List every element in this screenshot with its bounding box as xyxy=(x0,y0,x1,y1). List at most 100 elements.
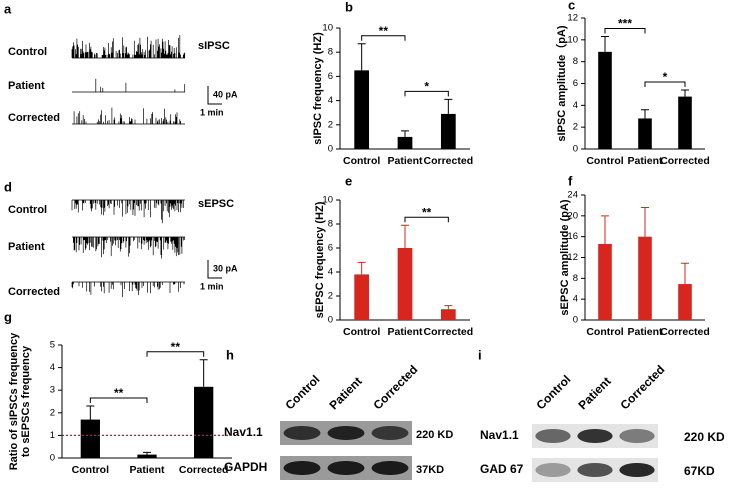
bar xyxy=(678,96,692,149)
trace-title: sEPSC xyxy=(198,198,234,210)
bar xyxy=(354,274,370,320)
row-label: Control xyxy=(8,204,47,216)
error-bar xyxy=(199,359,208,387)
y-tick-label: 6 xyxy=(328,243,333,254)
blot-band xyxy=(327,426,365,440)
size-label: 67KD xyxy=(684,464,715,478)
error-bar xyxy=(641,207,649,237)
size-label: 220 KD xyxy=(416,429,453,441)
bar xyxy=(397,248,413,320)
significance-label: *** xyxy=(618,17,632,31)
y-axis-label: sIPSC frequency (HZ) xyxy=(312,32,324,145)
y-tick-label: 0 xyxy=(573,144,578,155)
row-label: Patient xyxy=(8,241,45,253)
significance-bracket xyxy=(89,397,148,404)
blot-band xyxy=(371,426,409,440)
y-tick-label: 1 xyxy=(50,430,55,441)
trace-title: sIPSC xyxy=(198,40,230,52)
scale-x-label: 1 min xyxy=(200,281,224,291)
y-tick-label: 10 xyxy=(322,23,333,34)
y-tick-label: 0 xyxy=(573,315,578,326)
error-bar xyxy=(357,261,366,275)
row-label: Control xyxy=(8,46,47,58)
significance-label: ** xyxy=(379,24,389,38)
error-bar xyxy=(444,305,453,310)
error-bar xyxy=(601,36,609,52)
y-tick-label: 24 xyxy=(567,190,578,201)
bar xyxy=(440,309,456,320)
error-bar xyxy=(444,98,453,114)
trace xyxy=(71,35,186,59)
y-tick-label: 2 xyxy=(573,122,578,133)
x-tick-label: Control xyxy=(343,326,380,338)
blot-band xyxy=(283,461,321,475)
blot-band xyxy=(577,463,613,477)
bar xyxy=(194,386,214,458)
y-tick-label: 4 xyxy=(573,294,578,305)
lane-label: Patient xyxy=(575,374,613,412)
panel-letter: d xyxy=(4,179,12,194)
x-tick-label: Patient xyxy=(129,464,165,476)
significance-bracket xyxy=(404,216,449,223)
size-label: 220 KD xyxy=(684,430,725,444)
blot-band xyxy=(535,463,571,477)
significance-label: * xyxy=(663,70,668,84)
lane-label: Corrected xyxy=(370,362,420,412)
panel-letter: a xyxy=(4,1,12,16)
bar xyxy=(354,70,370,149)
y-tick-label: 4 xyxy=(328,267,333,278)
x-tick-label: Corrected xyxy=(424,326,474,338)
x-tick-label: Patient xyxy=(387,326,423,338)
y-tick-label: 12 xyxy=(567,13,578,24)
y-tick-label: 4 xyxy=(573,100,578,111)
y-tick-label: 6 xyxy=(573,78,578,89)
significance-label: ** xyxy=(422,205,432,219)
row-label: GAPDH xyxy=(224,460,267,474)
significance-label: ** xyxy=(114,386,124,400)
panel-letter: e xyxy=(345,173,352,188)
blot-band xyxy=(619,463,655,477)
y-tick-label: 16 xyxy=(567,231,578,242)
y-tick-label: 20 xyxy=(567,210,578,221)
y-tick-label: 4 xyxy=(328,95,333,106)
blot-band xyxy=(535,429,571,443)
y-tick-label: 8 xyxy=(328,219,333,230)
y-tick-label: 5 xyxy=(50,340,55,351)
y-tick-label: 2 xyxy=(50,407,55,418)
scale-y-label: 40 pA xyxy=(213,89,238,99)
error-bar xyxy=(143,451,151,455)
bar xyxy=(598,243,612,320)
error-bar xyxy=(681,262,689,285)
lane-label: Control xyxy=(282,372,322,412)
x-tick-label: Corrected xyxy=(424,155,474,167)
y-axis-label: sEPSC amplitude (pA) xyxy=(559,199,571,315)
significance-label: * xyxy=(424,80,429,94)
row-label: Nav1.1 xyxy=(480,428,519,442)
y-axis-label: sEPSC frequency (HZ) xyxy=(314,201,326,318)
x-tick-label: Patient xyxy=(627,155,663,167)
error-bar xyxy=(681,89,689,97)
y-tick-label: 0 xyxy=(328,315,333,326)
bar xyxy=(598,51,612,149)
x-tick-label: Patient xyxy=(627,326,663,338)
trace xyxy=(71,199,185,224)
y-tick-label: 0 xyxy=(50,453,55,464)
x-tick-label: Corrected xyxy=(660,326,710,338)
scale-x-label: 1 min xyxy=(200,107,224,117)
bar xyxy=(638,236,652,320)
y-tick-label: 8 xyxy=(573,56,578,67)
error-bar xyxy=(401,130,409,137)
blot-band xyxy=(619,429,655,443)
y-tick-label: 3 xyxy=(50,385,55,396)
error-bar xyxy=(86,405,95,420)
blot-band xyxy=(327,461,365,475)
lane-label: Patient xyxy=(326,374,364,412)
y-tick-label: 0 xyxy=(328,144,333,155)
y-tick-label: 12 xyxy=(567,252,578,263)
y-tick-label: 4 xyxy=(50,362,55,373)
y-axis-label: to sEPSCs frequency xyxy=(20,345,32,457)
blot-band xyxy=(371,461,409,475)
bar xyxy=(638,118,652,149)
y-axis-label: Ratio of sIPSCs frequency xyxy=(8,332,20,470)
